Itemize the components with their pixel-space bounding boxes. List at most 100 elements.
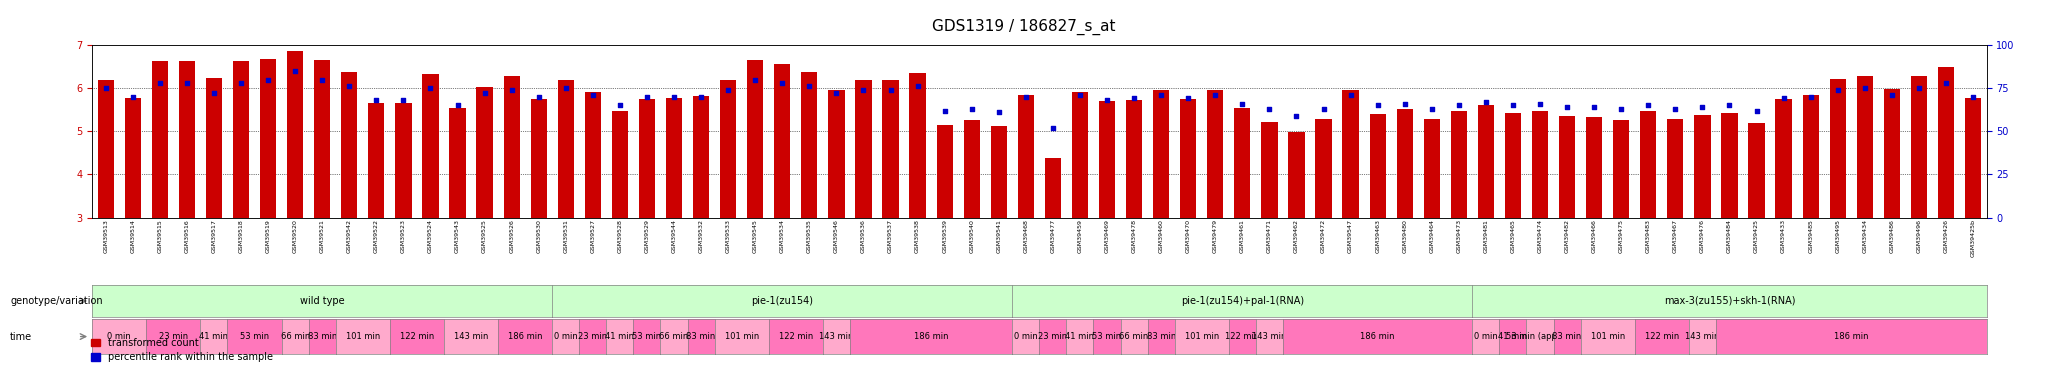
Bar — [1315, 119, 1331, 347]
Point — [848, 87, 881, 93]
Point — [1227, 100, 1260, 106]
Point — [983, 109, 1016, 115]
Text: 53 min: 53 min — [1092, 332, 1122, 341]
Bar — [178, 62, 195, 347]
Bar — [586, 92, 600, 347]
Text: 122 min: 122 min — [1225, 332, 1260, 341]
Bar — [856, 80, 872, 347]
Bar — [1235, 108, 1251, 347]
Bar — [909, 73, 926, 347]
Point — [1253, 106, 1286, 112]
Bar — [1858, 76, 1872, 347]
Point — [1577, 104, 1610, 110]
Point — [1171, 96, 1204, 102]
Bar — [477, 87, 494, 347]
Point — [1145, 92, 1178, 98]
Point — [1632, 102, 1665, 108]
Text: 83 min: 83 min — [1147, 332, 1176, 341]
Text: 0 min: 0 min — [1014, 332, 1038, 341]
Text: 41 min: 41 min — [199, 332, 229, 341]
Text: 66 min: 66 min — [1120, 332, 1149, 341]
Point — [1956, 94, 1989, 100]
Bar — [1911, 76, 1927, 347]
Text: 53 min: 53 min — [633, 332, 662, 341]
Text: genotype/variation: genotype/variation — [10, 296, 102, 306]
Bar — [530, 99, 547, 347]
Text: 66 min: 66 min — [659, 332, 688, 341]
Point — [1849, 85, 1882, 91]
Point — [496, 87, 528, 93]
Bar — [422, 74, 438, 347]
Point — [1307, 106, 1339, 112]
Bar — [612, 111, 629, 347]
Bar — [991, 126, 1008, 347]
Text: 101 min: 101 min — [1591, 332, 1624, 341]
Bar — [205, 78, 221, 347]
Point — [874, 87, 907, 93]
Bar — [1288, 132, 1305, 347]
Point — [1280, 113, 1313, 119]
Bar — [1450, 111, 1466, 347]
Point — [522, 94, 555, 100]
Bar — [721, 80, 737, 347]
Point — [279, 68, 311, 74]
Text: 0 min: 0 min — [106, 332, 131, 341]
Point — [575, 92, 608, 98]
Text: 186 min: 186 min — [508, 332, 543, 341]
Point — [684, 94, 717, 100]
Bar — [504, 76, 520, 347]
Point — [1659, 106, 1692, 112]
Text: 41 min: 41 min — [1499, 332, 1528, 341]
Bar — [1479, 105, 1493, 347]
Bar — [1044, 158, 1061, 347]
Point — [252, 76, 285, 82]
Point — [1903, 85, 1935, 91]
Bar — [963, 120, 979, 347]
Bar — [827, 90, 844, 347]
Bar — [1071, 92, 1087, 347]
Bar — [801, 72, 817, 347]
Text: 0 min: 0 min — [553, 332, 578, 341]
Bar — [395, 103, 412, 347]
Bar — [342, 72, 356, 347]
Text: 101 min: 101 min — [346, 332, 381, 341]
Text: 53 min: 53 min — [240, 332, 268, 341]
Bar — [883, 80, 899, 347]
Bar — [1829, 79, 1845, 347]
Bar — [1100, 101, 1114, 347]
Bar — [1884, 89, 1901, 347]
Point — [1470, 99, 1503, 105]
Point — [766, 80, 799, 86]
Text: GDS1319 / 186827_s_at: GDS1319 / 186827_s_at — [932, 19, 1116, 35]
Point — [1389, 100, 1421, 106]
Text: 186 min: 186 min — [1360, 332, 1395, 341]
Point — [1415, 106, 1448, 112]
Text: 186 min: 186 min — [913, 332, 948, 341]
Point — [414, 85, 446, 91]
Point — [954, 106, 987, 112]
Bar — [1585, 117, 1602, 347]
Text: 66 min: 66 min — [281, 332, 309, 341]
Bar — [1694, 115, 1710, 347]
Point — [1741, 108, 1774, 114]
Point — [901, 83, 934, 89]
Text: 83 min: 83 min — [1552, 332, 1581, 341]
Bar — [1614, 120, 1630, 347]
Point — [197, 90, 229, 96]
Bar — [449, 108, 465, 347]
Bar — [1126, 100, 1143, 347]
Text: 122 min: 122 min — [1645, 332, 1679, 341]
Bar — [1262, 122, 1278, 347]
Text: 23 min: 23 min — [160, 332, 188, 341]
Bar — [774, 64, 791, 347]
Text: 122 min: 122 min — [778, 332, 813, 341]
Point — [1497, 102, 1530, 108]
Point — [90, 85, 123, 91]
Text: 101 min: 101 min — [1184, 332, 1219, 341]
Bar — [1206, 90, 1223, 347]
Bar — [1937, 68, 1954, 347]
Point — [657, 94, 690, 100]
Text: 122 min: 122 min — [399, 332, 434, 341]
Text: 0 min: 0 min — [1475, 332, 1497, 341]
Text: pie-1(zu154): pie-1(zu154) — [752, 296, 813, 306]
